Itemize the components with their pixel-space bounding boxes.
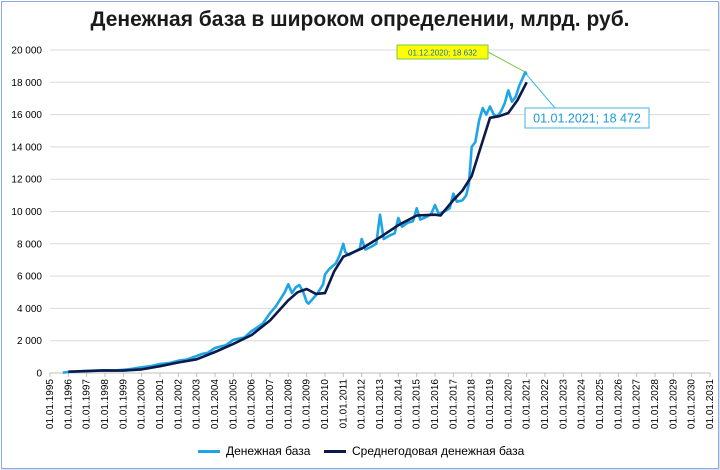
y-tick-label: 8 000 (17, 239, 42, 250)
x-tick-label: 01.01.2003 (192, 379, 203, 429)
x-tick-label: 01.01.2000 (137, 379, 148, 429)
y-tick-label: 2 000 (17, 336, 42, 347)
x-tick-label: 01.01.2021 (522, 379, 533, 429)
x-tick-label: 01.01.2016 (430, 379, 441, 429)
x-tick-label: 01.01.2024 (577, 379, 588, 429)
y-tick-label: 16 000 (11, 110, 42, 121)
series-line-annual-average (68, 81, 528, 373)
x-tick-label: 01.01.2004 (210, 379, 221, 429)
x-tick-label: 01.01.2008 (283, 379, 294, 429)
chart-title: Денежная база в широком определении, млр… (90, 8, 630, 31)
x-tick-label: 01.01.2028 (650, 379, 661, 429)
x-tick-label: 01.01.2030 (687, 379, 698, 429)
x-tick-label: 01.01.2015 (412, 379, 423, 429)
x-tick-label: 01.01.2014 (393, 379, 404, 429)
x-tick-label: 01.01.2020 (503, 379, 514, 429)
annotation-label-dec-2020: 01.12.2020; 18 632 (408, 49, 478, 58)
x-tick-label: 01.01.2002 (173, 379, 184, 429)
x-tick-label: 01.01.1997 (82, 379, 93, 429)
annotation-leader-jan-2021 (526, 74, 556, 109)
y-tick-label: 12 000 (11, 175, 42, 186)
legend-swatch-annual-average (324, 449, 346, 453)
y-tick-label: 18 000 (11, 78, 42, 89)
x-tick-label: 01.01.2007 (265, 379, 276, 429)
annotation-box-jan-2021 (524, 107, 650, 129)
x-tick-label: 01.01.2025 (595, 379, 606, 429)
y-tick-label: 20 000 (11, 46, 42, 57)
legend-swatch-money-base (198, 449, 220, 453)
x-tick-label: 01.01.2005 (228, 379, 239, 429)
legend-label-money-base: Денежная база (226, 444, 311, 458)
legend-item-annual-average: Среднегодовая денежная база (324, 444, 524, 458)
x-tick-label: 01.01.2017 (448, 379, 459, 429)
series-line-money-base (62, 70, 528, 374)
y-tick-label: 4 000 (17, 304, 42, 315)
y-tick-label: 14 000 (11, 142, 42, 153)
x-tick-label: 01.01.2010 (320, 379, 331, 429)
x-tick-label: 01.01.2023 (558, 379, 569, 429)
x-tick-label: 01.01.2031 (705, 379, 716, 429)
x-tick-label: 01.01.2013 (375, 379, 386, 429)
x-tick-label: 01.01.1999 (118, 379, 129, 429)
y-tick-label: 6 000 (17, 272, 42, 283)
annotation-label-jan-2021: 01.01.2021; 18 472 (533, 112, 641, 126)
legend: Денежная база Среднегодовая денежная баз… (0, 444, 720, 464)
x-tick-label: 01.01.1996 (63, 379, 74, 429)
y-tick-label: 10 000 (11, 207, 42, 218)
x-tick-label: 01.01.2012 (357, 379, 368, 429)
x-tick-label: 01.01.2006 (247, 379, 258, 429)
x-tick-label: 01.01.1995 (45, 379, 56, 429)
x-tick-label: 01.01.2019 (485, 379, 496, 429)
x-tick-label: 01.01.2011 (338, 379, 349, 429)
annotation-leader-dec-2020 (487, 51, 526, 73)
x-tick-label: 01.01.2022 (540, 379, 551, 429)
y-tick-label: 0 (36, 369, 42, 380)
x-tick-label: 01.01.2018 (467, 379, 478, 429)
x-tick-label: 01.01.2029 (668, 379, 679, 429)
x-tick-label: 01.01.2001 (155, 379, 166, 429)
legend-item-money-base: Денежная база (198, 444, 310, 458)
x-tick-label: 01.01.2027 (632, 379, 643, 429)
legend-label-annual-average: Среднегодовая денежная база (352, 444, 525, 458)
x-tick-label: 01.01.2009 (302, 379, 313, 429)
x-tick-label: 01.01.2026 (613, 379, 624, 429)
annotation-box-dec-2020 (396, 44, 489, 60)
x-tick-label: 01.01.1998 (100, 379, 111, 429)
